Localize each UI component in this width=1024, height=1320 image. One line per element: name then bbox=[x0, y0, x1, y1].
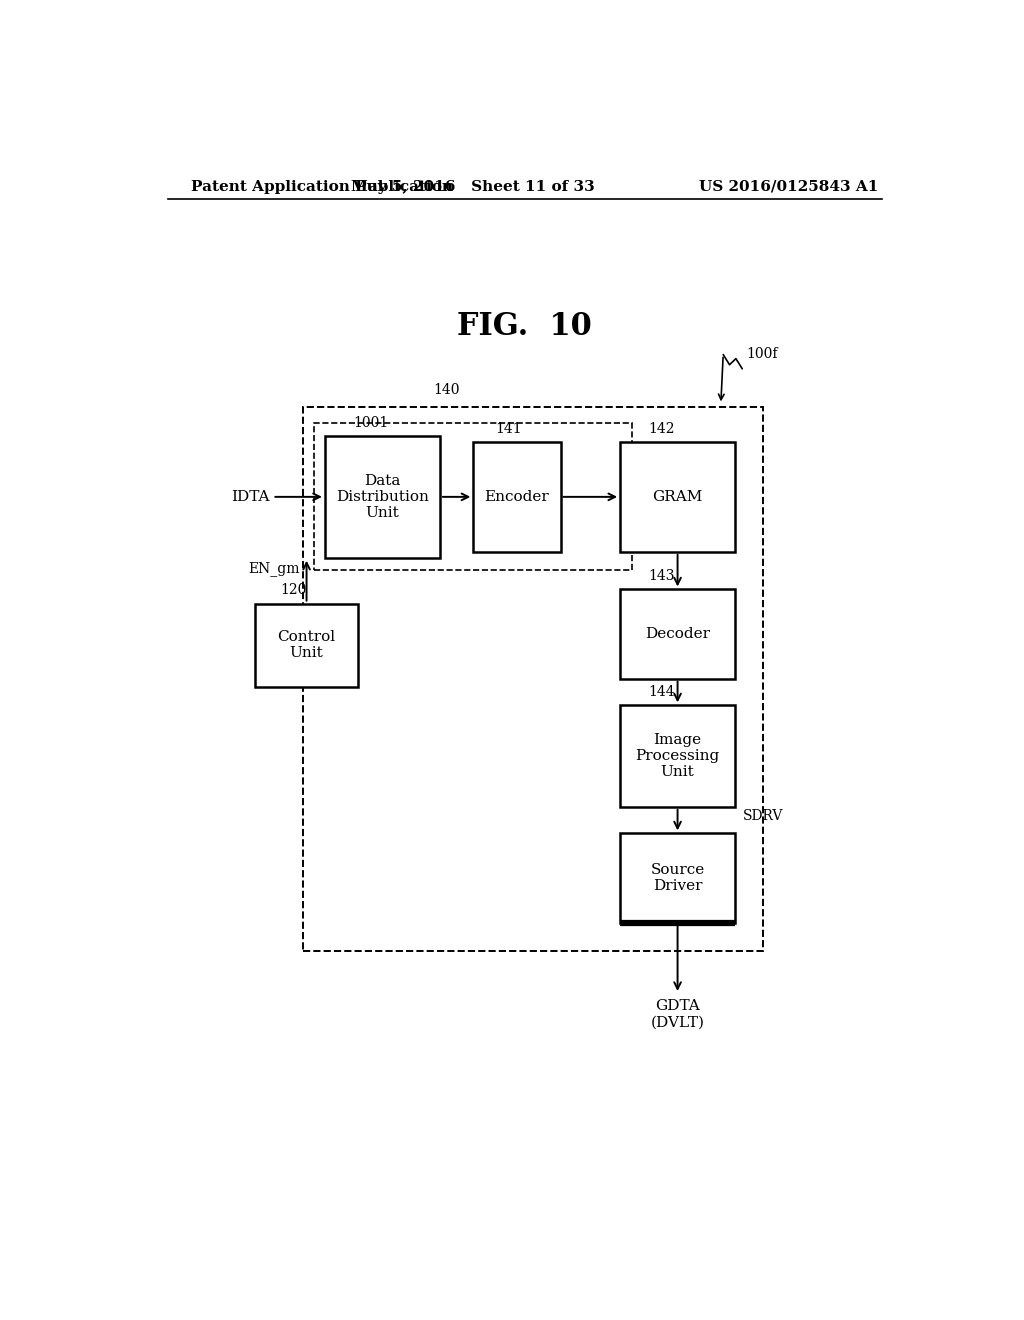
Text: Patent Application Publication: Patent Application Publication bbox=[191, 180, 454, 194]
Text: 143: 143 bbox=[649, 569, 675, 583]
Text: 100f: 100f bbox=[746, 347, 777, 360]
Text: IDTA: IDTA bbox=[230, 490, 269, 504]
Text: Source
Driver: Source Driver bbox=[650, 863, 705, 894]
Text: Control
Unit: Control Unit bbox=[278, 630, 336, 660]
Text: SDRV: SDRV bbox=[743, 809, 783, 824]
Text: US 2016/0125843 A1: US 2016/0125843 A1 bbox=[699, 180, 879, 194]
Bar bbox=[325, 436, 440, 558]
Text: May 5, 2016   Sheet 11 of 33: May 5, 2016 Sheet 11 of 33 bbox=[351, 180, 595, 194]
Text: EN_gm: EN_gm bbox=[249, 561, 300, 576]
Bar bbox=[255, 603, 358, 686]
Text: Image
Processing
Unit: Image Processing Unit bbox=[636, 733, 720, 779]
Text: FIG.  10: FIG. 10 bbox=[458, 310, 592, 342]
Bar bbox=[473, 442, 560, 552]
Bar bbox=[620, 589, 735, 678]
Text: Decoder: Decoder bbox=[645, 627, 710, 642]
Text: 144: 144 bbox=[649, 685, 676, 700]
Text: GDTA
(DVLT): GDTA (DVLT) bbox=[650, 999, 705, 1030]
Bar bbox=[303, 408, 763, 952]
Text: 141: 141 bbox=[495, 422, 521, 436]
Text: Encoder: Encoder bbox=[484, 490, 549, 504]
Text: GRAM: GRAM bbox=[652, 490, 702, 504]
Text: 120: 120 bbox=[281, 583, 307, 598]
Bar bbox=[620, 833, 735, 923]
Text: 1001: 1001 bbox=[353, 416, 389, 430]
Text: Data
Distribution
Unit: Data Distribution Unit bbox=[336, 474, 429, 520]
Text: 142: 142 bbox=[649, 422, 675, 436]
Bar bbox=[314, 422, 632, 570]
Text: 140: 140 bbox=[433, 383, 460, 397]
Bar bbox=[620, 705, 735, 807]
Bar bbox=[620, 442, 735, 552]
